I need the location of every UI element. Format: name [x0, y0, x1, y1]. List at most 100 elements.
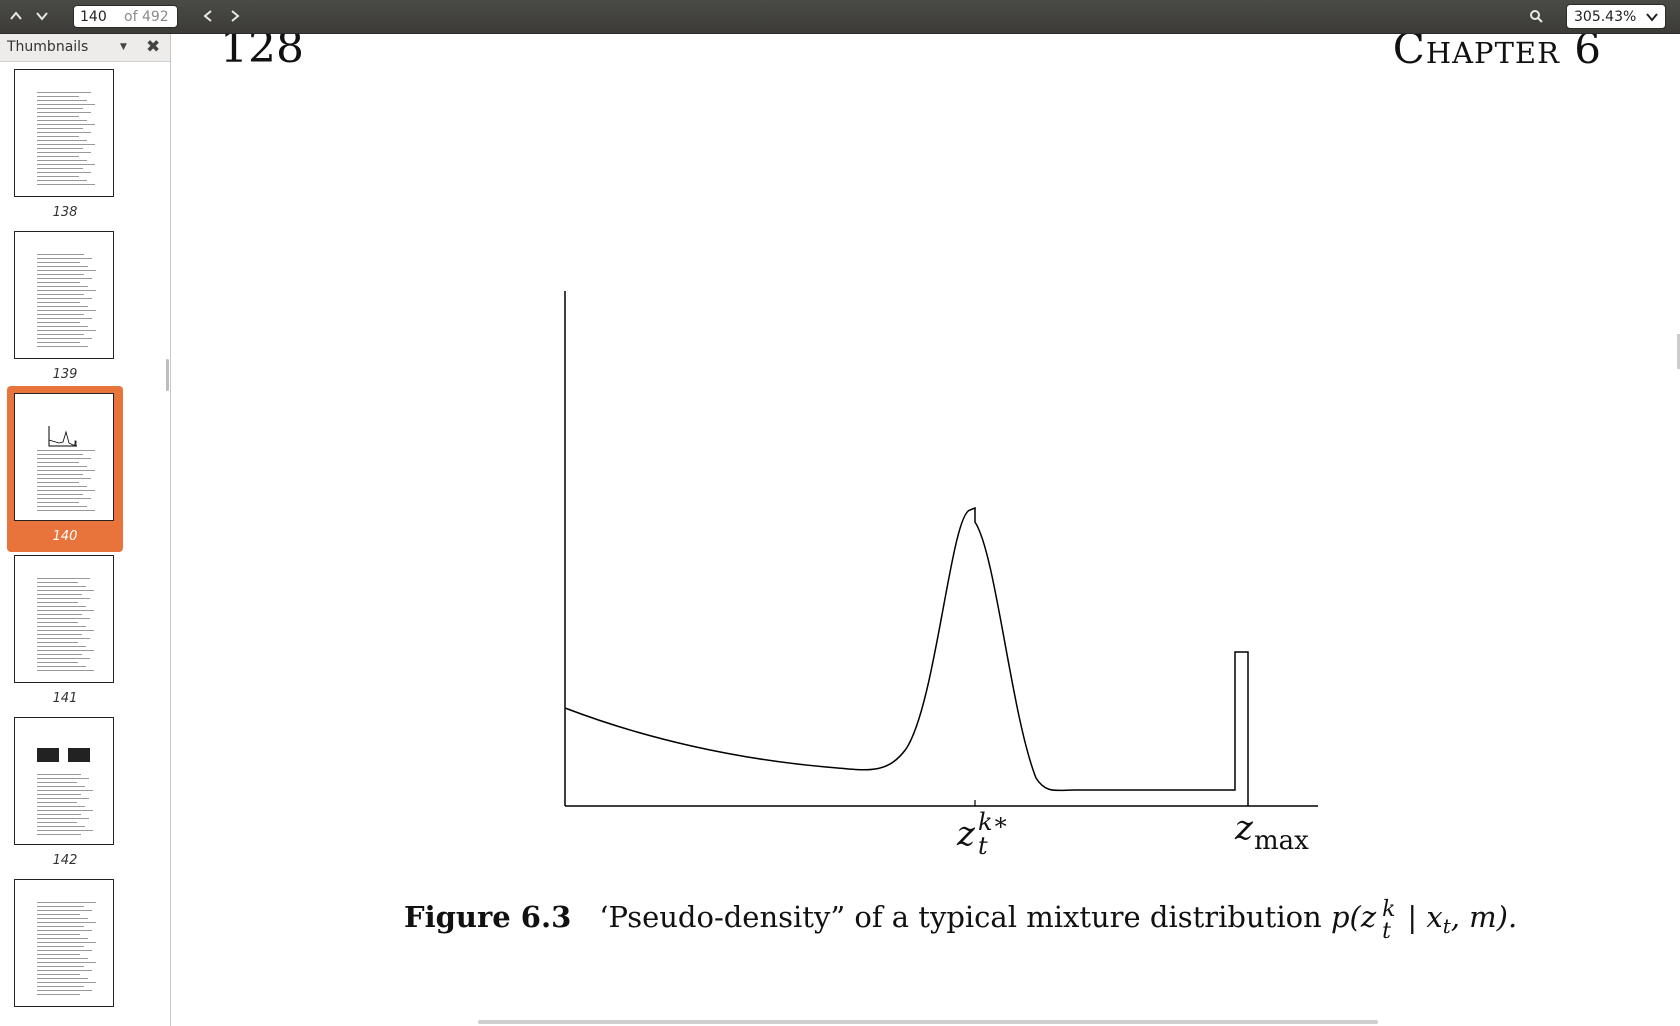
thumbnail-text-line	[37, 834, 81, 835]
thumbnail-text-line	[37, 798, 89, 799]
thumbnail-text-line	[37, 116, 79, 117]
thumbnail-text-line	[37, 330, 96, 331]
sidebar-resize-handle[interactable]	[166, 359, 169, 391]
document-view[interactable]: 128 Chapter 6 z k∗ t z max Figure 6.3 ‘Ps…	[176, 34, 1680, 1026]
thumbnail-text-line	[37, 902, 96, 903]
thumbnail-text-line	[37, 286, 88, 287]
thumbnail-text-line	[37, 254, 84, 255]
thumbnail-text-line	[37, 642, 78, 643]
thumbnail-text-line	[37, 802, 77, 803]
thumbnail-page[interactable]	[14, 231, 114, 359]
thumbnail-text-line	[37, 478, 91, 479]
thumbnail-text-line	[37, 906, 84, 907]
thumbnail-text-line	[37, 148, 83, 149]
thumbnail-text-line	[37, 466, 87, 467]
thumbnail-page[interactable]	[14, 393, 114, 521]
thumbnail-text-line	[37, 160, 87, 161]
caption-subscript: t	[1382, 919, 1391, 944]
thumbnail-text-line	[37, 950, 92, 951]
thumbnail-text-line	[37, 982, 96, 983]
thumbnail-page[interactable]	[14, 69, 114, 197]
thumbnail-text-line	[37, 180, 87, 181]
caption-superscript: k	[1382, 897, 1396, 922]
thumbnail-139[interactable]: 139	[7, 224, 123, 390]
thumbnail-141[interactable]: 141	[7, 548, 123, 714]
thumbnail-label: 139	[52, 367, 78, 382]
thumbnail-text-line	[37, 666, 86, 667]
thumbnail-list[interactable]: 138 139 140 141 142	[0, 62, 170, 1026]
close-icon[interactable]: ✖	[146, 37, 161, 57]
zoom-value: 305.43%	[1574, 9, 1637, 25]
current-page-value[interactable]: 140	[80, 9, 107, 25]
thumbnail-text-line	[37, 774, 81, 775]
chevron-up-icon[interactable]	[3, 3, 29, 29]
thumbnail-text-line	[37, 306, 88, 307]
caption-rest-subscript: t	[1442, 914, 1451, 938]
thumbnail-text-line	[37, 486, 87, 487]
chevron-down-icon[interactable]	[29, 3, 55, 29]
thumbnail-text-line	[37, 262, 80, 263]
horizontal-scrollbar[interactable]	[478, 1020, 1378, 1024]
thumbnail-text-line	[37, 156, 79, 157]
thumbnail-text-line	[37, 622, 78, 623]
thumbnail-text-line	[37, 646, 86, 647]
thumbnail-text-line	[37, 578, 90, 579]
thumbnail-text-line	[37, 930, 92, 931]
thumbnail-image	[37, 748, 59, 762]
thumbnail-text-line	[37, 610, 94, 611]
sidebar: Thumbnails ▼ ✖ 138 139 140 141	[0, 34, 171, 1026]
thumbnail-142[interactable]: 142	[7, 710, 123, 876]
zoom-select[interactable]: 305.43%	[1566, 4, 1666, 29]
thumbnail-text-line	[37, 974, 80, 975]
thumbnail-text-line	[37, 598, 90, 599]
thumbnail-text-line	[37, 274, 84, 275]
thumbnail-text-line	[37, 450, 95, 451]
thumbnail-text-line	[37, 298, 92, 299]
thumbnail-text-line	[37, 630, 94, 631]
thumbnail-text-line	[37, 144, 95, 145]
thumbnail-text-line	[37, 184, 95, 185]
thumbnail-text-line	[37, 602, 78, 603]
max-label: z	[1234, 808, 1254, 848]
thumbnail-text-line	[37, 966, 84, 967]
thumbnail-text-line	[37, 96, 79, 97]
sidebar-mode-select[interactable]: Thumbnails	[7, 39, 89, 55]
chevron-right-icon[interactable]	[222, 3, 248, 29]
thumbnail-text-line	[37, 290, 96, 291]
thumbnail-text-line	[37, 978, 88, 979]
peak-label-subscript: t	[978, 832, 988, 860]
thumbnail-text-line	[37, 914, 80, 915]
thumbnail-page[interactable]	[14, 717, 114, 845]
thumbnail-text-line	[37, 176, 79, 177]
thumbnail-text-line	[37, 830, 93, 831]
thumbnail-page[interactable]	[14, 555, 114, 683]
thumbnail-text-line	[37, 318, 92, 319]
dropdown-arrow-icon[interactable]: ▼	[120, 42, 127, 52]
thumbnail-text-line	[37, 266, 88, 267]
chevron-left-icon[interactable]	[195, 3, 221, 29]
thumbnail-text-line	[37, 822, 77, 823]
thumbnail-text-line	[37, 806, 85, 807]
vertical-scrollbar[interactable]	[1677, 334, 1680, 369]
chapter-header: Chapter 6	[1392, 34, 1602, 73]
thumbnail-text-line	[37, 498, 91, 499]
thumbnail-text-line	[37, 132, 91, 133]
thumbnail-143[interactable]	[7, 872, 123, 1026]
page-number-input[interactable]: 140 of 492	[73, 5, 178, 28]
thumbnail-text-line	[37, 152, 91, 153]
thumbnail-text-line	[37, 510, 95, 511]
search-icon[interactable]	[1523, 3, 1549, 29]
thumbnail-140[interactable]: 140	[7, 386, 123, 552]
thumbnail-text-line	[37, 92, 91, 93]
thumbnail-label: 141	[52, 691, 78, 706]
thumbnail-text-line	[37, 814, 81, 815]
thumbnail-138[interactable]: 138	[7, 62, 123, 228]
thumbnail-text-line	[37, 958, 88, 959]
peak-label: z	[956, 814, 976, 854]
thumbnail-text-line	[37, 334, 84, 335]
thumbnail-text-line	[37, 278, 92, 279]
thumbnail-text-line	[37, 338, 92, 339]
thumbnail-text-line	[37, 490, 95, 491]
thumbnail-page[interactable]	[14, 879, 114, 1007]
thumbnail-text-line	[37, 606, 86, 607]
